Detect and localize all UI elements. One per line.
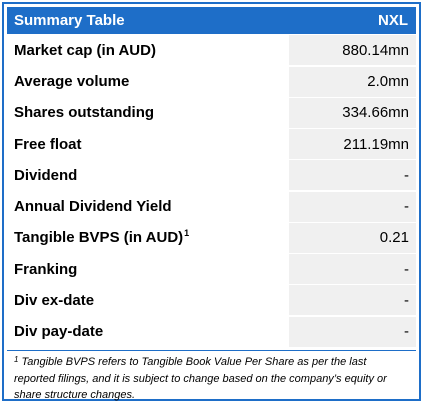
row-label: Free float bbox=[7, 129, 289, 159]
table-row-annual-dividend-yield: Annual Dividend Yield - bbox=[7, 191, 416, 222]
table-row-shares-outstanding: Shares outstanding 334.66mn bbox=[7, 97, 416, 128]
table-row-market-cap: Market cap (in AUD) 880.14mn bbox=[7, 35, 416, 66]
row-label: Div pay-date bbox=[7, 316, 289, 347]
table-header: Summary Table NXL bbox=[7, 7, 416, 34]
table-row-div-pay-date: Div pay-date - bbox=[7, 316, 416, 347]
row-value: 880.14mn bbox=[289, 35, 416, 66]
row-label: Tangible BVPS (in AUD) bbox=[14, 229, 184, 247]
row-value: - bbox=[289, 191, 416, 222]
row-value: 334.66mn bbox=[289, 97, 416, 128]
table-row-tangible-bvps: Tangible BVPS (in AUD) 1 0.21 bbox=[7, 222, 416, 253]
row-label: Div ex-date bbox=[7, 285, 289, 316]
row-label: Average volume bbox=[7, 66, 289, 97]
row-value: 0.21 bbox=[289, 222, 416, 253]
row-label: Annual Dividend Yield bbox=[7, 191, 289, 222]
footnote-marker: 1 bbox=[184, 227, 190, 238]
table-row-dividend: Dividend - bbox=[7, 160, 416, 191]
footnote-text: Tangible BVPS refers to Tangible Book Va… bbox=[14, 355, 387, 401]
row-label: Dividend bbox=[7, 160, 289, 191]
row-value: - bbox=[289, 254, 416, 284]
footnote-divider bbox=[7, 349, 416, 351]
row-label: Shares outstanding bbox=[7, 97, 289, 128]
row-value: 211.19mn bbox=[289, 129, 416, 159]
row-label-cell: Tangible BVPS (in AUD) 1 bbox=[7, 222, 289, 253]
row-value: - bbox=[289, 316, 416, 347]
summary-table: Summary Table NXL Market cap (in AUD) 88… bbox=[7, 7, 416, 403]
table-title: Summary Table bbox=[14, 12, 125, 29]
table-row-div-ex-date: Div ex-date - bbox=[7, 285, 416, 316]
table-row-average-volume: Average volume 2.0mn bbox=[7, 66, 416, 97]
table-row-free-float: Free float 211.19mn bbox=[7, 129, 416, 159]
row-value: - bbox=[289, 285, 416, 316]
footnote-marker: 1 bbox=[14, 354, 19, 364]
row-label: Franking bbox=[7, 254, 289, 284]
row-value: 2.0mn bbox=[289, 66, 416, 97]
row-label: Market cap (in AUD) bbox=[7, 35, 289, 66]
footnote: 1 Tangible BVPS refers to Tangible Book … bbox=[7, 351, 416, 403]
ticker-symbol: NXL bbox=[378, 12, 408, 29]
table-row-franking: Franking - bbox=[7, 254, 416, 284]
row-value: - bbox=[289, 160, 416, 191]
